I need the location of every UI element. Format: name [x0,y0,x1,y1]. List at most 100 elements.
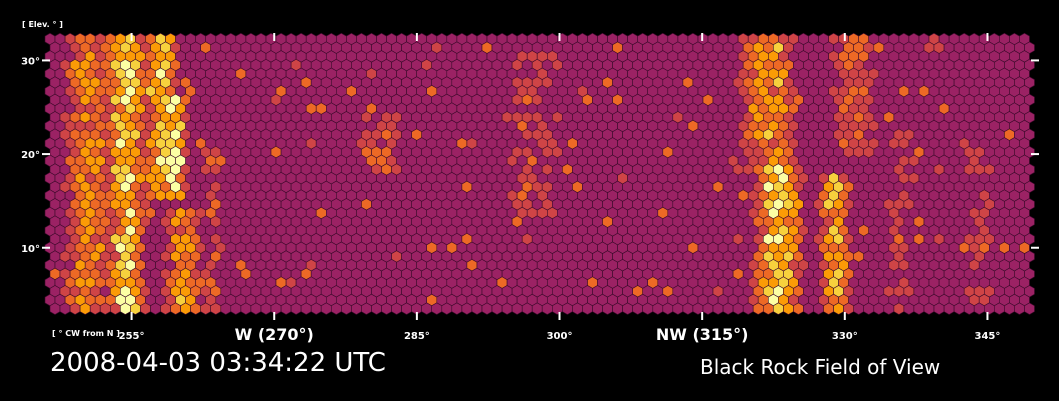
hex-cell [883,302,895,315]
hex-cell [541,302,553,315]
y-tick-label: 10° [21,244,40,255]
hex-cell [923,302,935,315]
hex-cell [712,302,724,315]
hex-cell [983,302,995,315]
hex-cell [260,302,272,315]
hex-cell [320,302,332,315]
sky-heatmap-chart: 255° W (270°) 285° 300° NW (315°) 330° 345° 10… [21,20,1039,344]
hex-cell [1024,302,1035,315]
hex-cell [572,302,583,315]
hex-cell [190,302,201,315]
timestamp: 2008-04-03 03:34:22 UTC [50,348,386,378]
hex-cell [893,302,905,315]
hex-cell [270,302,282,315]
y-axis-ticks: 10° 20° 30° [21,56,1039,255]
y-tick-label: 30° [21,56,40,67]
hex-cell [702,302,714,315]
hex-cell [200,302,211,315]
hex-cell [511,302,523,315]
field-of-view-label: Black Rock Field of View [700,355,941,379]
x-tick-label: 300° [547,331,573,342]
hex-cell [602,302,613,315]
hex-cell [873,302,885,315]
hex-cell [913,302,925,315]
hex-cell [361,302,372,315]
hex-cell [953,302,965,315]
hex-cell [491,302,503,315]
hex-cell [612,302,623,315]
hex-cell [481,302,493,315]
hex-cell [290,302,302,315]
hex-cell [622,302,634,315]
hex-cell [973,302,985,315]
hex-cell [371,302,382,315]
hex-cell [592,302,603,315]
hex-cell [421,302,433,315]
hex-cell [933,302,945,315]
hex-cell [793,302,804,315]
hex-cell [250,302,262,315]
hex-cell [140,302,151,315]
hex-cell [742,302,754,315]
hex-cell-grid [44,32,1035,315]
hex-cell [823,302,834,315]
x-axis-ticks: 255° W (270°) 285° 300° NW (315°) 330° 345° [119,33,1001,344]
hex-cell [401,302,413,315]
hex-cell [993,302,1005,315]
hex-cell [230,302,242,315]
x-axis-label: [ ° CW from N ] [52,329,120,338]
hex-cell [210,302,222,315]
hex-cell [69,302,81,315]
hex-cell [1014,302,1025,315]
hex-cell [762,302,774,315]
x-tick-label: 345° [975,331,1001,342]
x-tick-label: W (270°) [235,325,314,344]
hex-cell [672,302,684,315]
hex-cell [461,302,473,315]
hex-cell [963,302,975,315]
hex-cell [772,302,784,315]
x-tick-label: 330° [832,331,858,342]
hex-cell [120,302,131,315]
hex-cell [531,302,543,315]
hex-cell [682,302,694,315]
hex-cell [662,302,674,315]
hex-cell [903,302,915,315]
hex-cell [381,302,392,315]
hex-cell [501,302,513,315]
hex-cell [240,302,252,315]
hex-cell [99,302,111,315]
hex-cell [340,302,352,315]
hex-cell [220,302,232,315]
hex-cell [300,302,312,315]
hex-cell [803,302,814,315]
hex-cell [783,302,794,315]
hex-cell [351,302,362,315]
hex-cell [330,302,342,315]
hex-cell [652,302,664,315]
hex-cell [582,302,593,315]
hex-cell [642,302,654,315]
hex-cell [160,302,171,315]
hex-cell [833,302,844,315]
hex-cell [521,302,533,315]
hex-cell [561,302,573,315]
hex-cell [391,302,402,315]
hex-cell [170,302,181,315]
hex-cell [1004,302,1015,315]
hex-cell [732,302,744,315]
hex-cell [451,302,463,315]
hex-cell [813,302,824,315]
hex-cell [431,302,443,315]
y-tick-label: 20° [21,150,40,161]
hex-cell [310,302,322,315]
hex-cell [441,302,453,315]
x-tick-label: NW (315°) [656,325,749,344]
hex-cell [59,302,71,315]
y-axis-label: [ Elev. ° ] [22,20,63,29]
hex-cell [180,302,191,315]
hex-cell [471,302,483,315]
hex-cell [79,302,91,315]
hex-cell [49,302,61,315]
hex-cell [89,302,101,315]
